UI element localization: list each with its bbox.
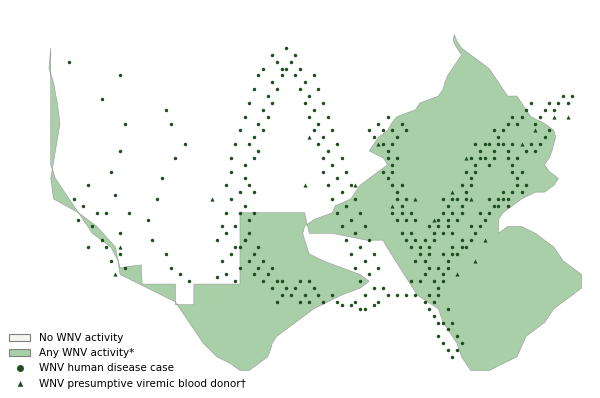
Polygon shape xyxy=(49,34,581,371)
Legend: No WNV activity, Any WNV activity*, WNV human disease case, WNV presumptive vire: No WNV activity, Any WNV activity*, WNV … xyxy=(5,329,250,393)
